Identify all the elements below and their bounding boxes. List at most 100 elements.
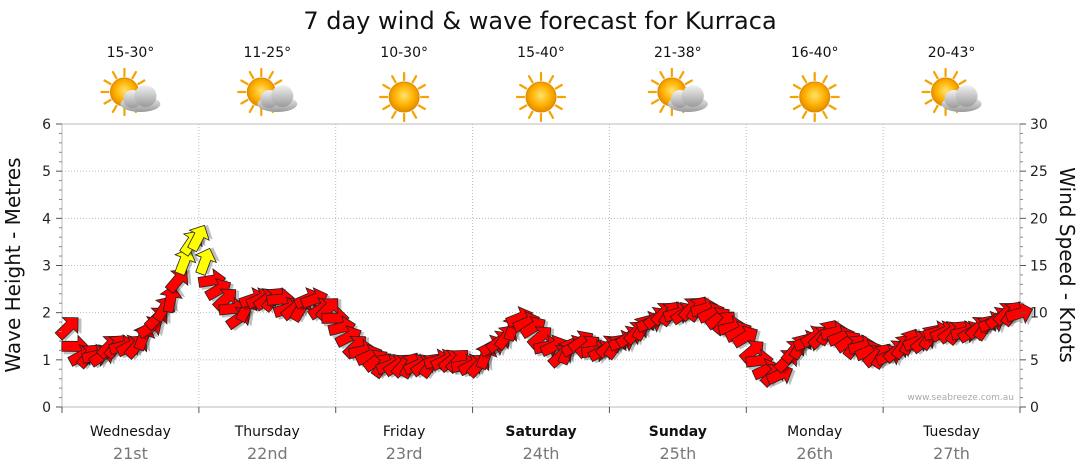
sun-disc bbox=[525, 81, 557, 113]
sun-ray bbox=[103, 98, 112, 105]
sun-ray bbox=[103, 79, 112, 86]
day-temperature: 16-40° bbox=[791, 45, 839, 61]
sun-ray bbox=[554, 83, 563, 90]
sun-icon bbox=[515, 71, 567, 123]
wind-arrow-shape bbox=[54, 317, 79, 341]
sun-ray bbox=[137, 79, 146, 86]
sun-ray bbox=[932, 70, 939, 80]
forecast-header: 15-30° 11-25° 10-30° 15-40° 21-38° 16-40° 20-4… bbox=[100, 45, 982, 123]
day-temperature: 11-25° bbox=[243, 45, 291, 61]
y-tick-label: 6 bbox=[42, 117, 51, 133]
y2-tick-label: 0 bbox=[1030, 400, 1039, 416]
partly-cloudy-icon bbox=[921, 67, 982, 117]
sun-ray bbox=[678, 70, 685, 80]
y-tick-label: 3 bbox=[42, 259, 51, 275]
sun-ray bbox=[792, 83, 802, 90]
day-date: 21st bbox=[113, 444, 148, 463]
y2-tick-label: 10 bbox=[1030, 306, 1048, 322]
wind-arrow-shape bbox=[159, 284, 183, 314]
wind-arrow bbox=[1004, 301, 1036, 326]
sun-ray bbox=[828, 83, 837, 90]
sun-ray bbox=[411, 75, 418, 84]
sun-ray bbox=[958, 79, 967, 86]
sun-ray bbox=[924, 79, 933, 86]
partly-cloudy-icon bbox=[237, 67, 298, 117]
sun-ray bbox=[391, 75, 397, 84]
sun-ray bbox=[111, 70, 118, 80]
y-tick-label: 5 bbox=[42, 164, 51, 180]
sun-disc bbox=[388, 81, 420, 113]
sun-ray bbox=[382, 104, 391, 111]
y-tick-label: 2 bbox=[42, 306, 51, 322]
sun-ray bbox=[801, 110, 808, 119]
sun-ray bbox=[391, 110, 397, 119]
wind-arrow bbox=[174, 247, 200, 276]
day-date: 22nd bbox=[247, 444, 288, 463]
sun-ray bbox=[131, 70, 138, 80]
wind-arrow bbox=[159, 284, 186, 314]
sun-ray bbox=[952, 70, 959, 80]
sun-ray bbox=[519, 104, 528, 111]
cloud-shape bbox=[941, 85, 982, 112]
cloud-shape bbox=[120, 85, 161, 112]
sun-rays bbox=[789, 71, 840, 123]
day-temperature: 21-38° bbox=[654, 45, 702, 61]
sun-ray bbox=[650, 98, 660, 105]
axis-ticks: 0 01 52 103 154 205 256 30 bbox=[42, 117, 1048, 416]
day-name: Saturday bbox=[505, 424, 576, 440]
sun-ray bbox=[382, 83, 391, 90]
cloud-puff bbox=[134, 85, 157, 107]
sun-ray bbox=[801, 75, 808, 84]
credit-text: www.seabreeze.com.au bbox=[907, 393, 1014, 403]
partly-cloudy-icon bbox=[647, 67, 708, 117]
day-labels: Wednesday 21st Thursday 22nd Friday 23rd Satur… bbox=[90, 424, 980, 463]
cloud-puff bbox=[271, 85, 294, 107]
sun-ray bbox=[527, 75, 534, 84]
day-name: Friday bbox=[383, 424, 425, 440]
wind-arrow-shape bbox=[174, 247, 197, 276]
sun-ray bbox=[240, 98, 249, 105]
day-temperature: 15-30° bbox=[107, 45, 155, 61]
y-tick-label: 0 bbox=[42, 400, 51, 416]
sun-ray bbox=[659, 104, 665, 114]
wind-arrows bbox=[54, 224, 1036, 389]
cloud-puff bbox=[955, 85, 978, 107]
sun-ray bbox=[822, 110, 828, 119]
day-date: 27th bbox=[933, 444, 970, 463]
sun-ray bbox=[248, 104, 255, 114]
sun-icon bbox=[379, 71, 430, 123]
day-date: 26th bbox=[796, 444, 833, 463]
sun-icon bbox=[789, 71, 840, 123]
day-name: Thursday bbox=[234, 424, 300, 440]
sun-ray bbox=[519, 83, 528, 90]
day-name: Wednesday bbox=[90, 424, 171, 440]
cloud-puff bbox=[681, 85, 704, 107]
sun-ray bbox=[792, 104, 802, 111]
partly-cloudy-icon bbox=[100, 67, 161, 117]
day-name: Tuesday bbox=[922, 424, 980, 440]
wind-arrow-shape bbox=[194, 247, 218, 276]
wind-arrow bbox=[54, 317, 82, 341]
sun-disc bbox=[799, 81, 831, 113]
grid-lines bbox=[62, 124, 1020, 407]
y2-axis-label: Wind Speed - Knots bbox=[1055, 167, 1079, 363]
wind-arrow bbox=[194, 247, 220, 276]
cloud-shape bbox=[257, 85, 298, 112]
sun-ray bbox=[248, 70, 255, 80]
sun-ray bbox=[822, 75, 828, 84]
day-name: Sunday bbox=[649, 424, 707, 440]
y2-tick-label: 25 bbox=[1030, 164, 1048, 180]
wind-arrow-shape bbox=[187, 224, 210, 253]
sun-ray bbox=[650, 79, 660, 86]
wind-arrow-shape bbox=[164, 269, 189, 295]
wind-arrow bbox=[164, 269, 192, 295]
sun-ray bbox=[268, 70, 274, 80]
sun-ray bbox=[828, 104, 837, 111]
y2-tick-label: 15 bbox=[1030, 259, 1048, 275]
day-date: 25th bbox=[659, 444, 696, 463]
chart-title: 7 day wind & wave forecast for Kurraca bbox=[303, 7, 776, 35]
sun-rays bbox=[379, 71, 430, 123]
wind-arrow bbox=[187, 224, 213, 253]
day-temperature: 20-43° bbox=[928, 45, 976, 61]
